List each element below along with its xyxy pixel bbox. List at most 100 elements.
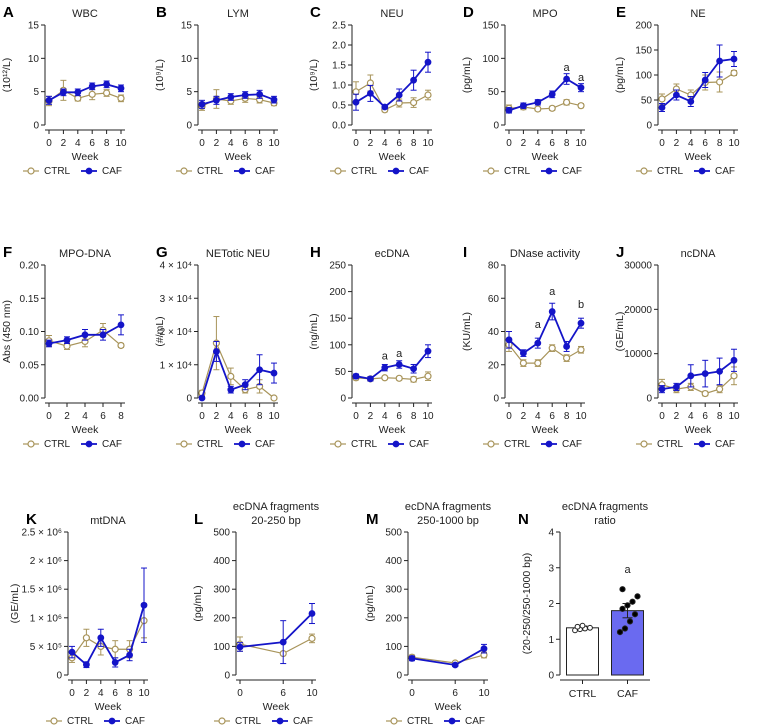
x-tick-label: 6 [702,138,708,149]
data-point [505,336,513,344]
legend: CTRL CAF [330,439,429,450]
panel-title: NE [690,8,705,20]
y-tick-label: 80 [488,261,500,272]
x-tick-label: 0 [46,138,52,149]
y-tick-label: 0 [56,671,62,682]
data-point [562,354,571,362]
x-tick-label: 6 [549,138,555,149]
data-point [658,104,666,111]
data-point [624,602,631,609]
legend-marker-caf [545,167,553,175]
series-line [661,72,735,100]
y-tick-label: 0 [646,394,652,405]
legend: CTRL CAF [176,439,275,450]
x-tick-label: 0 [353,411,359,422]
x-tick-label: 10 [478,688,490,699]
legend: CTRL CAF [636,166,735,177]
data-point [63,342,71,350]
x-tick-label: 2 [368,411,374,422]
legend-label-ctrl: CTRL [197,166,224,177]
legend-label-ctrl: CTRL [504,439,531,450]
legend: CTRL CAF [46,716,145,727]
series-line [661,58,735,109]
legend: CTRL CAF [214,716,313,727]
x-tick-label: 2 [674,411,680,422]
series-line [201,97,275,107]
data-point [534,98,542,106]
data-point [241,91,249,99]
data-point [616,629,624,636]
x-tick-label: 4 [688,411,694,422]
data-point [410,365,418,373]
y-axis-label: (pg/mL) [614,57,626,93]
panel-f: F MPO-DNA 0.00 0.05 0.10 0.15 0.20 Abs (450 nm)… [1,244,125,450]
series-ctrl [45,79,125,107]
data-point [68,648,76,656]
legend-marker-ctrl [218,717,226,725]
x-tick-label: 0 [506,411,512,422]
series-ctrl [198,316,278,402]
x-tick-label: 10 [115,138,127,149]
data-point [629,598,636,605]
data-point [381,364,389,372]
x-tick-label: 2 [61,138,67,149]
data-point [102,89,111,97]
y-tick-label: 40 [488,327,500,338]
y-tick-label: 0 [493,394,499,405]
x-tick-label: 2 [64,411,70,422]
legend-label-caf: CAF [715,166,735,177]
data-point [673,91,680,99]
x-tick-label: 6 [112,688,118,699]
panel-title: mtDNA [90,515,126,527]
y-tick-label: 0 [33,121,39,132]
x-tick-label: 6 [280,688,286,699]
x-tick-label: 6 [242,138,248,149]
series-caf [198,340,278,402]
series-caf [505,73,585,114]
legend-label-caf: CAF [255,439,275,450]
x-tick-label: 0 [237,688,243,699]
data-point [563,343,570,350]
data-point [730,372,738,380]
x-axis-label: Week [379,424,406,436]
data-point [534,105,542,113]
series-caf [658,44,738,112]
data-point [99,331,107,339]
legend-marker-caf [448,717,456,725]
y-tick-label: 200 [385,613,402,624]
legend-label-ctrl: CTRL [44,439,71,450]
legend: CTRL CAF [176,166,275,177]
y-tick-label: 2.0 [332,41,346,52]
x-tick-label: 10 [268,138,280,149]
legend-marker-caf [698,167,706,175]
legend: CTRL CAF [483,166,582,177]
x-tick-label: 4 [382,138,388,149]
data-point [505,106,513,114]
legend-label-ctrl: CTRL [351,439,378,450]
data-point [117,84,125,92]
x-axis-label: Week [225,151,252,163]
legend-marker-ctrl [180,167,188,175]
data-point [577,84,585,92]
data-point [563,75,570,83]
y-tick-label: 0 [224,671,230,682]
significance-label: a [578,72,585,84]
x-tick-label: 10 [728,138,740,149]
y-tick-label: 150 [635,46,652,57]
legend-label-caf: CAF [409,439,429,450]
x-axis-label: Week [72,151,99,163]
y-tick-label: 0.05 [20,360,40,371]
y-tick-label: 300 [385,585,402,596]
y-tick-label: 15 [28,21,40,32]
series-line [411,654,485,664]
legend-marker-ctrl [487,167,495,175]
significance-label: a [564,62,571,74]
data-point [381,374,389,382]
y-tick-label: 0.5 [332,101,346,112]
series-ctrl [658,69,738,105]
y-tick-label: 1 [548,635,554,646]
